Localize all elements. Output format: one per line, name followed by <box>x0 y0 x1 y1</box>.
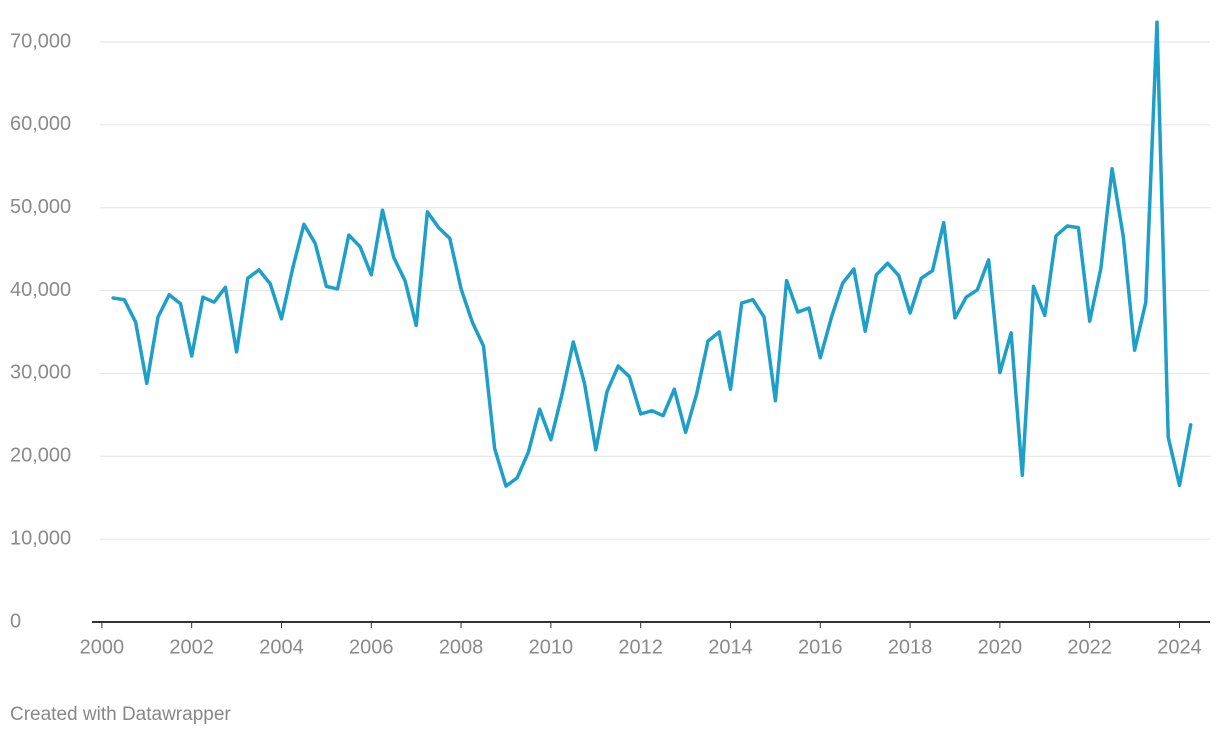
data-line <box>111 20 1193 488</box>
x-tick-label: 2020 <box>978 636 1023 658</box>
x-tick-label: 2018 <box>888 636 933 658</box>
y-tick-label: 20,000 <box>10 445 71 467</box>
y-tick-label: 60,000 <box>10 113 71 135</box>
x-tick-label: 2006 <box>349 636 394 658</box>
y-tick-label: 40,000 <box>10 279 71 301</box>
y-tick-label: 0 <box>10 610 21 632</box>
x-tick-label: 2010 <box>529 636 574 658</box>
y-tick-label: 70,000 <box>10 30 71 52</box>
x-tick-label: 2002 <box>169 636 214 658</box>
footer: Created with Datawrapper <box>10 704 231 725</box>
x-tick-label: 2022 <box>1067 636 1112 658</box>
x-tick-label: 2008 <box>439 636 484 658</box>
x-tick-label: 2016 <box>798 636 843 658</box>
y-tick-label: 30,000 <box>10 362 71 384</box>
x-tick-label: 2004 <box>259 636 304 658</box>
x-tick-label: 2014 <box>708 636 753 658</box>
x-tick-label: 2012 <box>618 636 663 658</box>
y-tick-label: 50,000 <box>10 196 71 218</box>
y-tick-label: 10,000 <box>10 527 71 549</box>
x-tick-label: 2000 <box>80 636 125 658</box>
x-tick-label: 2024 <box>1157 636 1202 658</box>
